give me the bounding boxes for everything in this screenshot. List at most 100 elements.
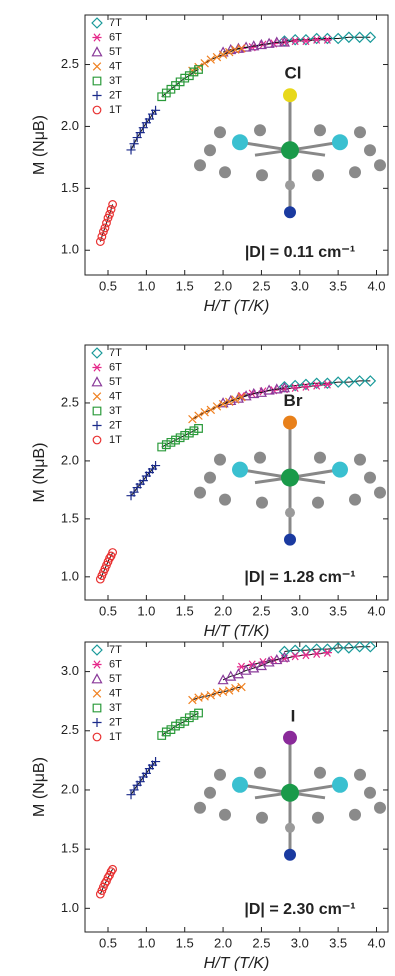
atom bbox=[194, 487, 206, 499]
x-tick-label: 1.0 bbox=[137, 935, 155, 950]
x-tick-label: 2.0 bbox=[214, 603, 232, 618]
y-tick-label: 2.0 bbox=[61, 452, 79, 467]
x-tick-label: 3.5 bbox=[329, 278, 347, 293]
anisotropy-label: |D| = 2.30 cm⁻¹ bbox=[244, 901, 355, 918]
x-tick-label: 3.5 bbox=[329, 935, 347, 950]
x-axis-label: H/T (T/K) bbox=[204, 955, 270, 971]
atom bbox=[364, 144, 376, 156]
data-point bbox=[213, 53, 221, 61]
atom bbox=[214, 454, 226, 466]
atom bbox=[283, 416, 297, 430]
legend-marker bbox=[92, 674, 101, 682]
atom bbox=[314, 452, 326, 464]
atom bbox=[194, 802, 206, 814]
legend-label: 5T bbox=[109, 46, 122, 58]
atom bbox=[256, 497, 268, 509]
y-tick-label: 1.5 bbox=[61, 841, 79, 856]
atom bbox=[285, 508, 295, 518]
legend-marker bbox=[92, 364, 101, 372]
atom bbox=[204, 472, 216, 484]
atom bbox=[281, 784, 299, 802]
legend-label: 5T bbox=[109, 376, 122, 388]
atom bbox=[349, 809, 361, 821]
atom bbox=[285, 180, 295, 190]
legend-marker bbox=[92, 718, 101, 727]
legend-marker bbox=[93, 63, 101, 71]
y-tick-label: 2.5 bbox=[61, 56, 79, 71]
legend-marker bbox=[93, 733, 101, 741]
legend-label: 1T bbox=[109, 731, 122, 743]
anisotropy-label: |D| = 0.11 cm⁻¹ bbox=[245, 244, 355, 261]
legend-marker bbox=[92, 421, 101, 430]
y-tick-label: 1.5 bbox=[61, 180, 79, 195]
legend-label: 7T bbox=[109, 644, 122, 656]
y-tick-label: 2.5 bbox=[61, 722, 79, 737]
atom bbox=[232, 777, 248, 793]
atom bbox=[349, 494, 361, 506]
atom bbox=[254, 124, 266, 136]
legend-marker bbox=[92, 91, 101, 100]
atom bbox=[214, 769, 226, 781]
atom bbox=[364, 472, 376, 484]
legend-label: 1T bbox=[109, 434, 122, 446]
legend-label: 2T bbox=[109, 716, 122, 728]
legend-label: 6T bbox=[109, 361, 122, 373]
x-tick-label: 2.0 bbox=[214, 278, 232, 293]
halogen-label: Cl bbox=[285, 64, 302, 83]
legend-marker bbox=[92, 377, 101, 385]
molecule bbox=[194, 416, 386, 546]
legend-label: 2T bbox=[109, 89, 122, 101]
molecule bbox=[194, 731, 386, 861]
atom bbox=[332, 777, 348, 793]
x-tick-label: 3.0 bbox=[291, 603, 309, 618]
atom bbox=[283, 88, 297, 102]
y-tick-label: 2.0 bbox=[61, 118, 79, 133]
legend-label: 3T bbox=[109, 702, 122, 714]
atom bbox=[354, 769, 366, 781]
atom bbox=[219, 166, 231, 178]
atom bbox=[354, 454, 366, 466]
x-axis-label: H/T (T/K) bbox=[204, 623, 270, 640]
legend-label: 7T bbox=[109, 347, 122, 359]
legend-marker bbox=[92, 34, 101, 42]
x-tick-label: 1.5 bbox=[176, 935, 194, 950]
atom bbox=[232, 462, 248, 478]
legend-label: 3T bbox=[109, 405, 122, 417]
x-tick-label: 0.5 bbox=[99, 935, 117, 950]
x-tick-label: 4.0 bbox=[367, 935, 385, 950]
atom bbox=[281, 469, 299, 487]
x-tick-label: 2.5 bbox=[252, 935, 270, 950]
x-tick-label: 2.0 bbox=[214, 935, 232, 950]
halogen-label: I bbox=[291, 706, 296, 725]
y-axis-label: M (NμB) bbox=[31, 443, 48, 503]
atom bbox=[214, 126, 226, 138]
data-point bbox=[189, 696, 197, 704]
atom bbox=[312, 497, 324, 509]
x-axis-label: H/T (T/K) bbox=[204, 298, 270, 315]
atom bbox=[374, 487, 386, 499]
atom bbox=[314, 767, 326, 779]
x-tick-label: 3.5 bbox=[329, 603, 347, 618]
data-point bbox=[225, 687, 233, 695]
atom bbox=[204, 144, 216, 156]
x-tick-label: 2.5 bbox=[252, 278, 270, 293]
atom bbox=[204, 787, 216, 799]
legend-marker bbox=[93, 436, 101, 444]
atom bbox=[254, 452, 266, 464]
figure: 0.5 1.0 1.5 2.0 2.5 3.0 3.5 4.0 1.0 1.5 2.0 2.5 H/T … bbox=[0, 0, 395, 971]
atom bbox=[364, 787, 376, 799]
y-tick-label: 2.0 bbox=[61, 781, 79, 796]
legend-label: 1T bbox=[109, 104, 122, 116]
atom bbox=[232, 134, 248, 150]
halogen-label: Br bbox=[284, 391, 303, 410]
x-tick-label: 0.5 bbox=[99, 603, 117, 618]
data-point bbox=[291, 652, 300, 660]
y-tick-label: 1.0 bbox=[61, 242, 79, 257]
y-axis-label: M (NμB) bbox=[31, 757, 48, 817]
legend-marker bbox=[92, 18, 102, 28]
legend-marker bbox=[93, 106, 101, 114]
y-tick-label: 3.0 bbox=[61, 663, 79, 678]
atom bbox=[285, 823, 295, 833]
atom bbox=[312, 169, 324, 181]
legend-marker bbox=[93, 407, 101, 415]
